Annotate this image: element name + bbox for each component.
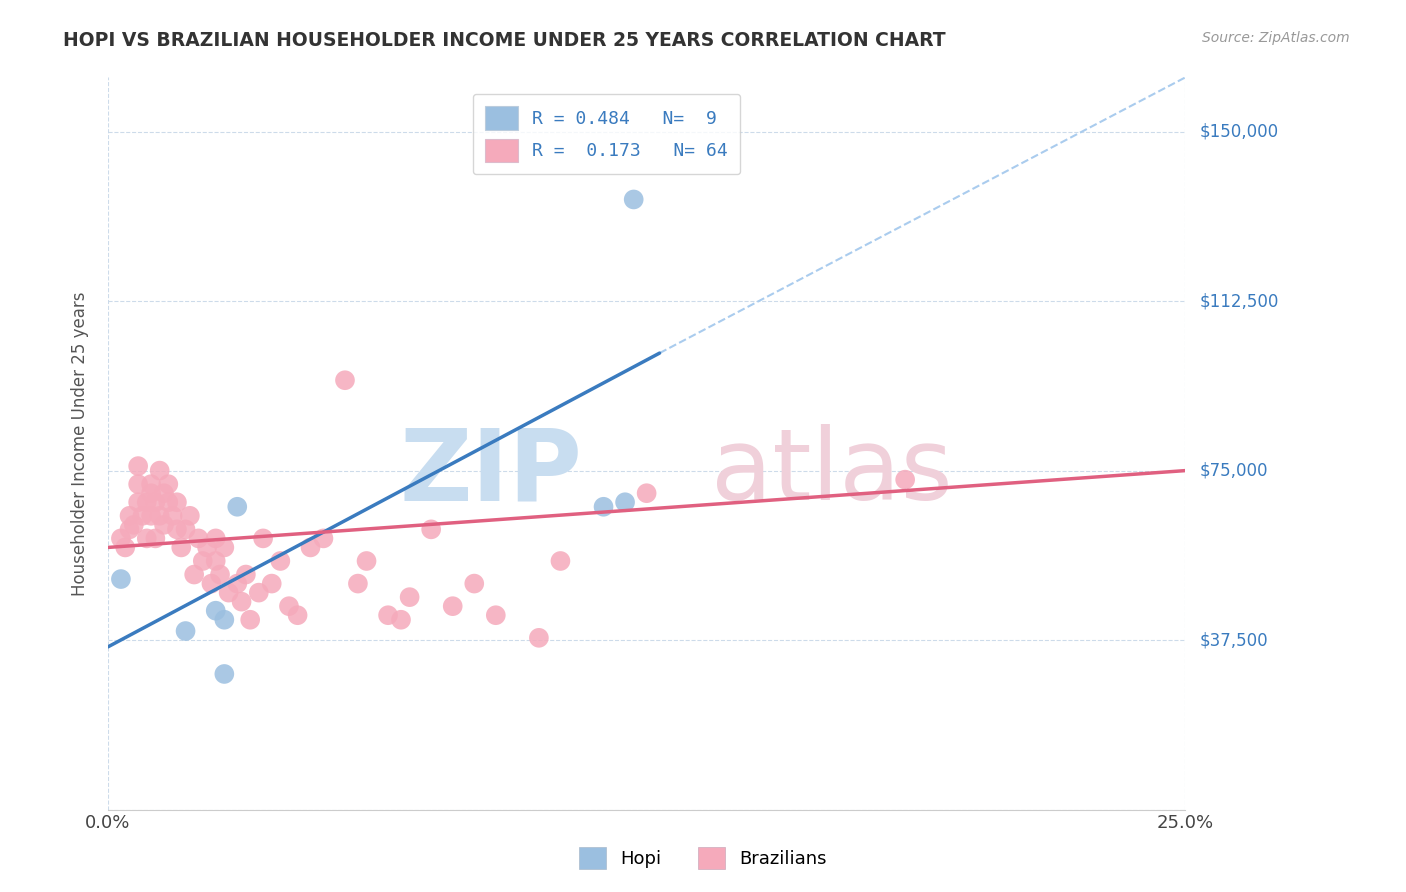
Point: [145, 532, 167, 546]
Text: atlas: atlas: [711, 425, 953, 521]
Point: [174, 624, 197, 638]
Point: [463, 576, 485, 591]
Point: [153, 517, 176, 532]
Text: ZIP: ZIP: [399, 425, 582, 521]
Point: [166, 522, 188, 536]
Point: [110, 572, 132, 586]
Point: [170, 541, 193, 555]
Point: [204, 532, 226, 546]
Point: [162, 508, 184, 523]
Point: [623, 193, 645, 207]
Point: [200, 576, 222, 591]
Point: [204, 604, 226, 618]
Point: [139, 508, 162, 523]
Point: [377, 608, 399, 623]
Point: [398, 590, 420, 604]
Point: [135, 532, 157, 546]
Point: [122, 517, 145, 532]
Point: [269, 554, 291, 568]
Point: [191, 554, 214, 568]
Point: [231, 595, 253, 609]
Point: [157, 477, 180, 491]
Point: [195, 541, 218, 555]
Point: [278, 599, 301, 614]
Point: [420, 522, 443, 536]
Point: [260, 576, 283, 591]
Point: [550, 554, 572, 568]
Point: [110, 532, 132, 546]
Point: [592, 500, 614, 514]
Point: [139, 486, 162, 500]
Point: [235, 567, 257, 582]
Point: [127, 459, 149, 474]
Y-axis label: Householder Income Under 25 years: Householder Income Under 25 years: [72, 292, 89, 596]
Point: [208, 567, 231, 582]
Point: [166, 495, 188, 509]
Point: [153, 486, 176, 500]
Point: [174, 522, 197, 536]
Point: [187, 532, 209, 546]
Text: $150,000: $150,000: [1199, 123, 1278, 141]
Text: Source: ZipAtlas.com: Source: ZipAtlas.com: [1202, 31, 1350, 45]
Point: [135, 495, 157, 509]
Point: [389, 613, 412, 627]
Text: HOPI VS BRAZILIAN HOUSEHOLDER INCOME UNDER 25 YEARS CORRELATION CHART: HOPI VS BRAZILIAN HOUSEHOLDER INCOME UND…: [63, 31, 946, 50]
Point: [312, 532, 335, 546]
Legend: Hopi, Brazilians: Hopi, Brazilians: [569, 838, 837, 879]
Point: [239, 613, 262, 627]
Text: $75,000: $75,000: [1199, 461, 1268, 480]
Point: [333, 373, 356, 387]
Point: [114, 541, 136, 555]
Point: [485, 608, 508, 623]
Point: [441, 599, 464, 614]
Point: [356, 554, 378, 568]
Point: [636, 486, 658, 500]
Point: [252, 532, 274, 546]
Point: [226, 500, 249, 514]
Point: [614, 495, 637, 509]
Point: [247, 585, 270, 599]
Point: [527, 631, 550, 645]
Point: [214, 541, 236, 555]
Point: [287, 608, 309, 623]
Point: [131, 508, 153, 523]
Point: [183, 567, 205, 582]
Point: [299, 541, 322, 555]
Point: [157, 495, 180, 509]
Point: [149, 464, 172, 478]
Point: [118, 522, 141, 536]
Point: [894, 473, 917, 487]
Point: [127, 495, 149, 509]
Point: [214, 667, 236, 681]
Point: [204, 554, 226, 568]
Point: [179, 508, 201, 523]
Point: [127, 477, 149, 491]
Text: $112,500: $112,500: [1199, 293, 1278, 310]
Point: [226, 576, 249, 591]
Text: $37,500: $37,500: [1199, 631, 1268, 649]
Point: [218, 585, 240, 599]
Point: [145, 495, 167, 509]
Point: [118, 508, 141, 523]
Point: [149, 508, 172, 523]
Legend: R = 0.484   N=  9, R =  0.173   N= 64: R = 0.484 N= 9, R = 0.173 N= 64: [472, 94, 741, 175]
Point: [214, 613, 236, 627]
Point: [139, 477, 162, 491]
Point: [347, 576, 370, 591]
